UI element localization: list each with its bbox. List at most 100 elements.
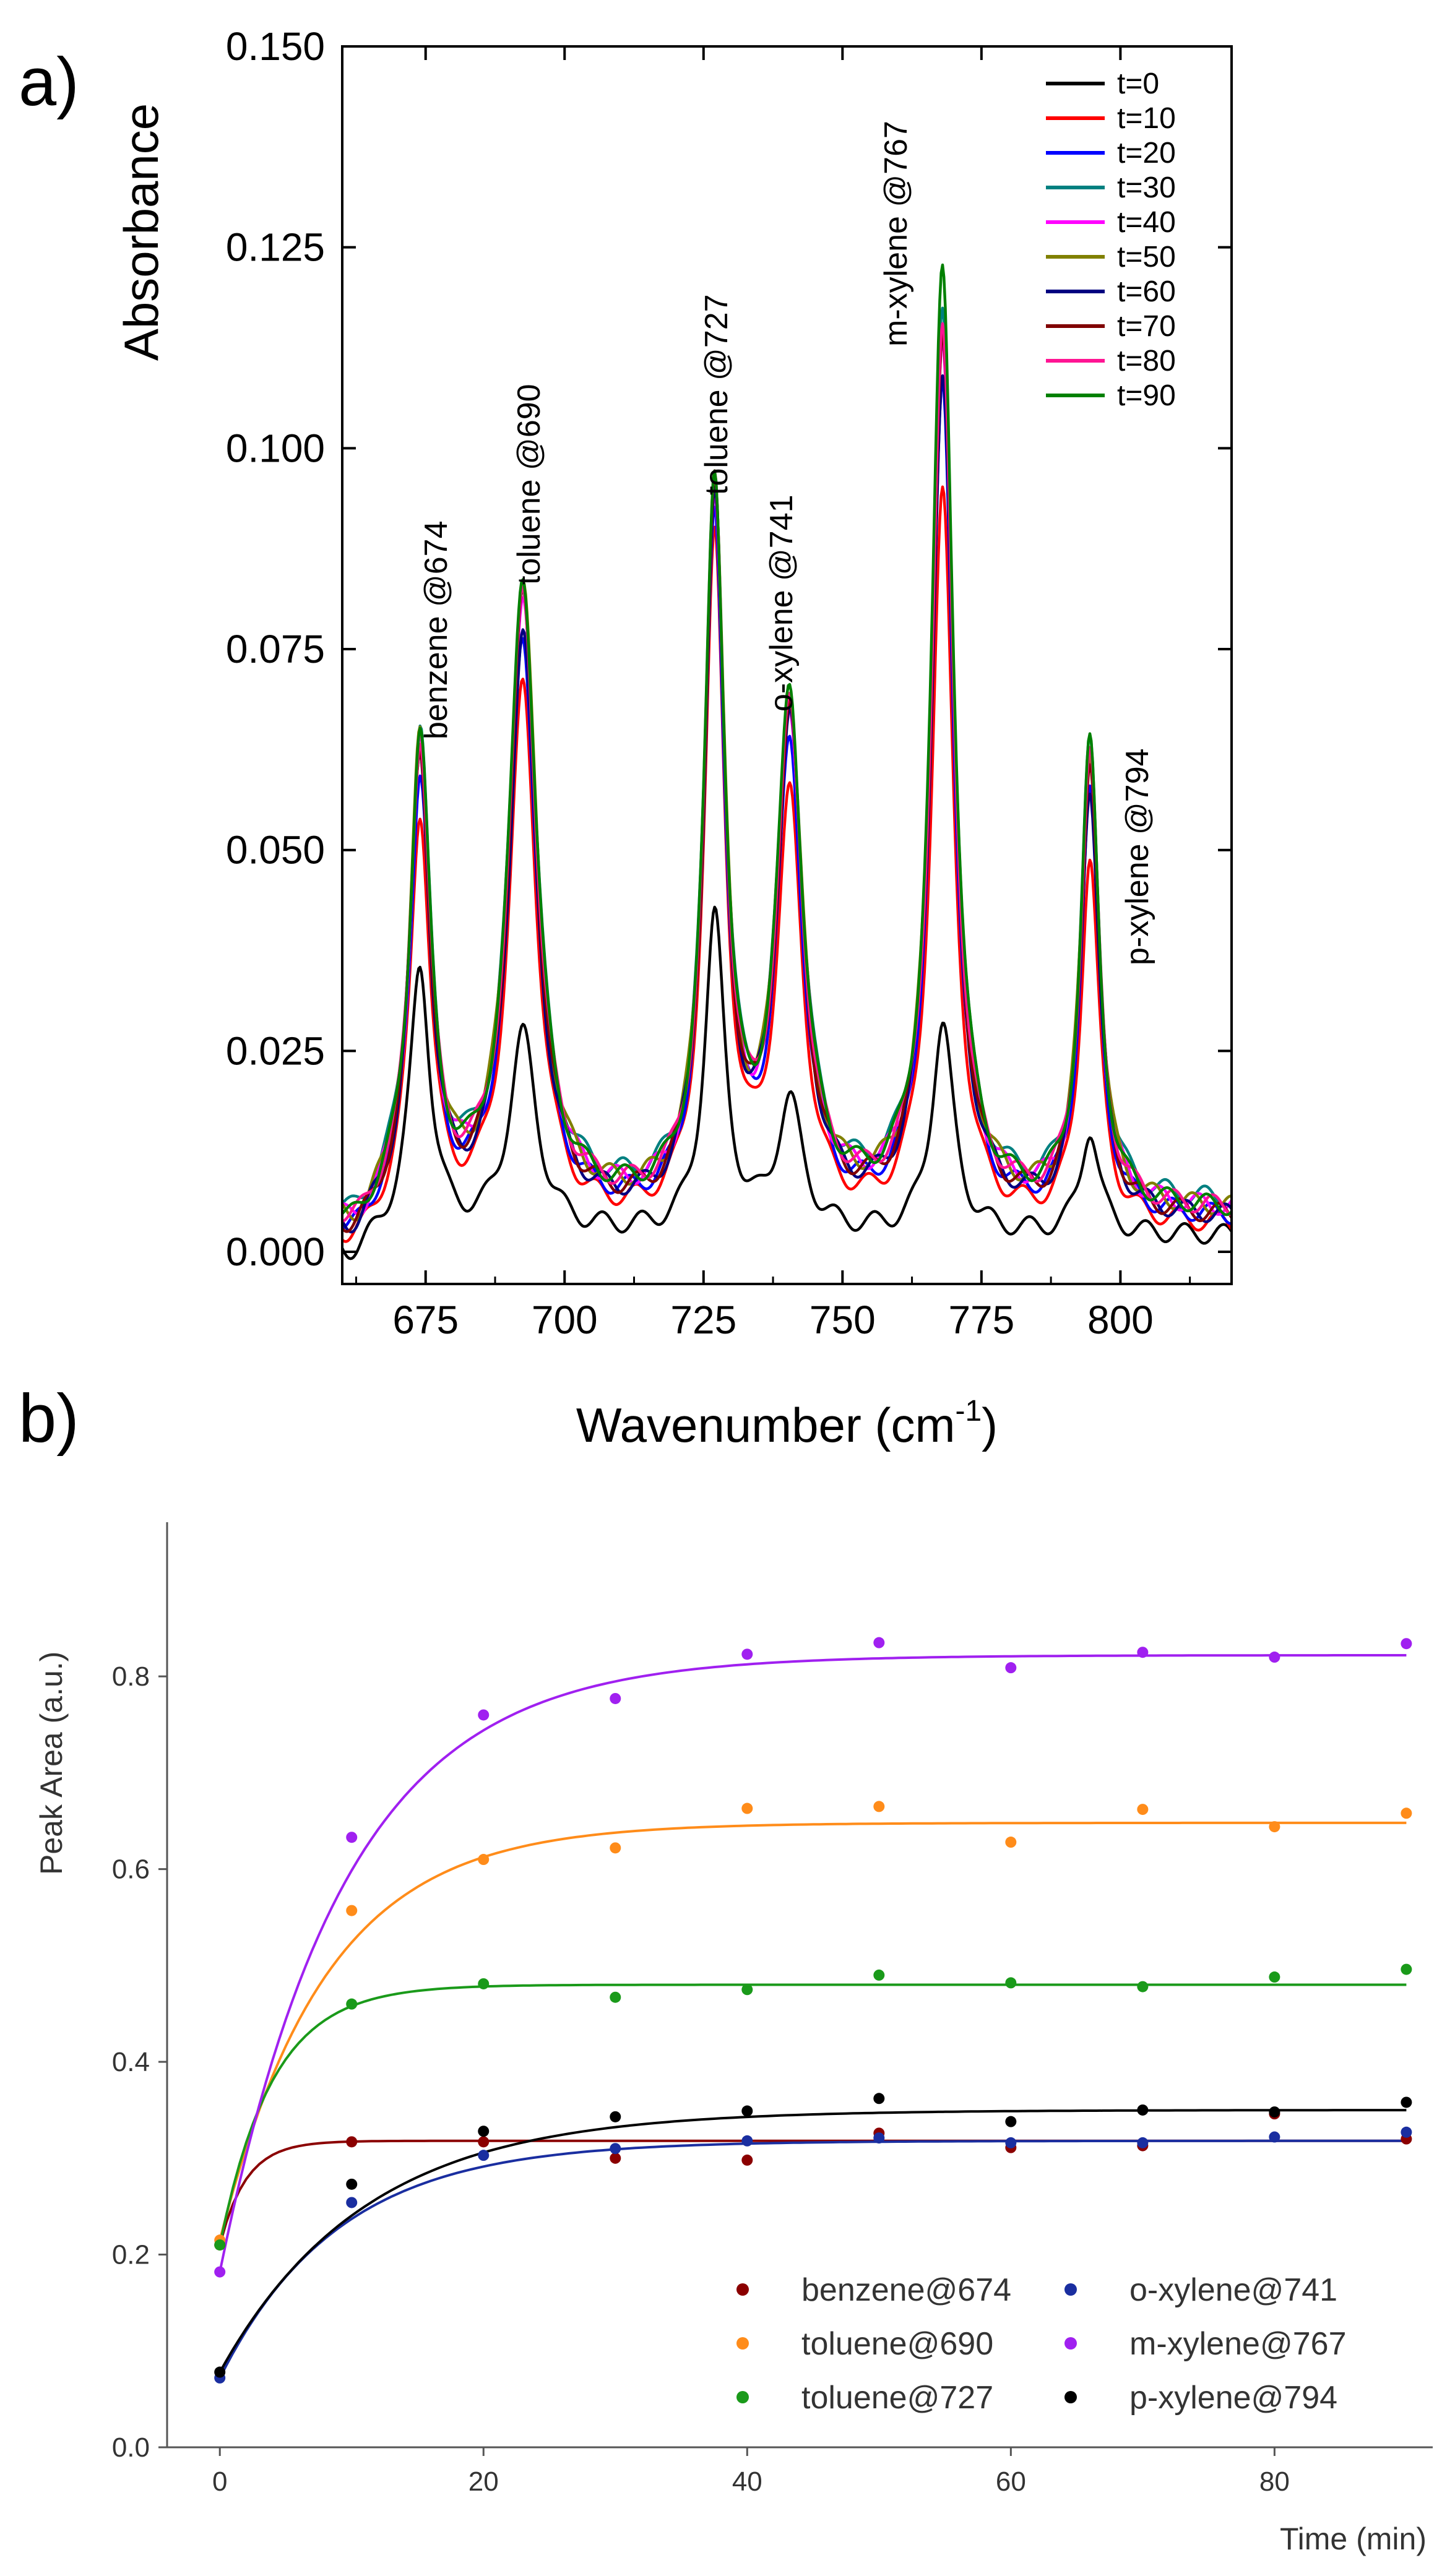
panel-a-letter: a) — [19, 44, 79, 120]
panel-b-letter: b) — [19, 1381, 79, 1457]
fit-curve-toluene-690 — [218, 1821, 1407, 2241]
x-axis-title-main: Wavenumber (cm — [576, 1398, 956, 1452]
x-axis-title-a: Wavenumber (cm-1) — [576, 1395, 998, 1452]
data-point-p-xylene-794 — [741, 2105, 753, 2117]
legend-label-a: t=20 — [1117, 137, 1176, 170]
panel-b-chart: 0.0 0.2 0.4 0.6 0.8 0 20 40 60 80 Time (min) Peak A… — [34, 1522, 1433, 2556]
data-point-o-xylene-741 — [1269, 2131, 1280, 2143]
legend-label-a: t=60 — [1117, 275, 1176, 308]
y-tick-label-a: 0.125 — [226, 225, 325, 270]
data-point-m-xylene-767 — [1269, 1652, 1280, 1663]
data-point-o-xylene-741 — [873, 2132, 885, 2144]
legend-marker-b — [736, 2391, 749, 2403]
spectrum-line-t-50 — [341, 324, 1232, 1222]
data-point-m-xylene-767 — [346, 1832, 358, 1843]
data-point-benzene-674 — [741, 2154, 753, 2166]
y-tick-label-a: 0.075 — [226, 627, 325, 671]
fit-curve-o-xylene-741 — [218, 2139, 1407, 2379]
y-tick-label-b: 0.6 — [112, 1854, 150, 1885]
data-point-p-xylene-794 — [1005, 2116, 1017, 2127]
x-axis-title-b: Time (min) — [1280, 2522, 1427, 2556]
data-point-m-xylene-767 — [1005, 1662, 1017, 1674]
legend-label-a: t=80 — [1117, 345, 1176, 377]
x-axis-title-superscript: -1 — [955, 1395, 982, 1428]
legend-label-a: t=90 — [1117, 379, 1176, 412]
data-point-p-xylene-794 — [1401, 2096, 1412, 2108]
y-axis-title-a: Absorbance — [114, 103, 168, 361]
data-point-benzene-674 — [346, 2136, 358, 2148]
legend-label-b: m-xylene@767 — [1129, 2326, 1347, 2362]
data-point-toluene-690 — [1005, 1837, 1017, 1848]
data-point-m-xylene-767 — [478, 1709, 490, 1721]
legend-label-a: t=40 — [1117, 206, 1176, 239]
data-point-p-xylene-794 — [478, 2126, 490, 2137]
legend-marker-b — [1064, 2391, 1077, 2403]
legend-marker-b — [1064, 2283, 1077, 2296]
y-tick-label-a: 0.100 — [226, 426, 325, 470]
legend-marker-b — [736, 2283, 749, 2296]
data-point-p-xylene-794 — [610, 2111, 621, 2122]
y-tick-label-b: 0.4 — [112, 2047, 150, 2077]
legend-label-b: o-xylene@741 — [1129, 2272, 1337, 2308]
data-point-toluene-727 — [1005, 1977, 1017, 1989]
peak-annotation-a: o-xylene @741 — [764, 494, 800, 712]
legend-label-a: t=30 — [1117, 171, 1176, 204]
legend-label-b: benzene@674 — [801, 2272, 1011, 2308]
x-tick-label-a: 750 — [810, 1298, 876, 1342]
x-tick-label-a: 800 — [1087, 1298, 1154, 1342]
data-point-toluene-727 — [346, 1998, 358, 2010]
peak-annotation-a: m-xylene @767 — [878, 121, 914, 347]
data-point-toluene-690 — [1137, 1804, 1149, 1816]
data-point-o-xylene-741 — [1401, 2126, 1412, 2138]
x-tick-label-a: 775 — [948, 1298, 1014, 1342]
data-point-toluene-727 — [478, 1978, 490, 1989]
data-point-o-xylene-741 — [610, 2143, 621, 2155]
x-tick-label-a: 675 — [392, 1298, 459, 1342]
data-point-p-xylene-794 — [873, 2093, 885, 2104]
data-point-toluene-690 — [741, 1803, 753, 1814]
y-tick-label-b: 0.2 — [112, 2240, 150, 2270]
data-point-o-xylene-741 — [1005, 2137, 1017, 2148]
data-point-m-xylene-767 — [214, 2266, 226, 2278]
spectrum-line-t-40 — [342, 339, 1233, 1217]
legend-label-b: toluene@727 — [801, 2380, 993, 2416]
fit-curve-p-xylene-794 — [218, 2109, 1407, 2373]
data-point-m-xylene-767 — [1401, 1638, 1412, 1650]
y-tick-label-a: 0.000 — [226, 1230, 325, 1274]
legend-label-b: toluene@690 — [801, 2326, 993, 2362]
y-tick-label-a: 0.150 — [226, 24, 325, 69]
data-point-o-xylene-741 — [741, 2135, 753, 2147]
data-point-p-xylene-794 — [346, 2178, 358, 2190]
spectrum-line-t-80 — [342, 322, 1232, 1223]
spectrum-line-t-0 — [340, 905, 1233, 1260]
legend-marker-b — [1064, 2337, 1077, 2350]
data-point-m-xylene-767 — [873, 1637, 885, 1648]
data-point-toluene-727 — [741, 1984, 753, 1996]
fit-curve-m-xylene-767 — [218, 1654, 1407, 2273]
data-point-p-xylene-794 — [1137, 2104, 1149, 2116]
legend-label-a: t=70 — [1117, 310, 1176, 343]
x-tick-label-a: 700 — [532, 1298, 598, 1342]
x-tick-label-b: 0 — [212, 2466, 227, 2497]
data-point-toluene-727 — [1137, 1981, 1149, 1992]
data-point-p-xylene-794 — [214, 2366, 226, 2378]
data-point-toluene-727 — [873, 1969, 885, 1981]
fit-curve-toluene-727 — [218, 1983, 1407, 2246]
data-point-m-xylene-767 — [1137, 1647, 1149, 1658]
peak-annotation-a: benzene @674 — [418, 520, 454, 739]
peak-annotation-a: p-xylene @794 — [1120, 748, 1155, 965]
y-tick-label-a: 0.050 — [226, 828, 325, 872]
data-point-toluene-727 — [1269, 1971, 1280, 1983]
x-tick-label-b: 40 — [732, 2466, 762, 2497]
data-point-benzene-674 — [610, 2152, 621, 2164]
data-point-toluene-727 — [214, 2239, 226, 2251]
data-point-o-xylene-741 — [346, 2197, 358, 2208]
data-point-toluene-727 — [610, 1991, 621, 2003]
legend-label-a: t=50 — [1117, 241, 1176, 274]
data-point-toluene-690 — [873, 1801, 885, 1812]
data-point-toluene-690 — [610, 1842, 621, 1854]
legend-label-a: t=10 — [1117, 102, 1176, 135]
plot-frame-a — [341, 45, 1233, 1285]
spectrum-line-t-10 — [341, 485, 1233, 1243]
data-point-benzene-674 — [478, 2136, 490, 2148]
